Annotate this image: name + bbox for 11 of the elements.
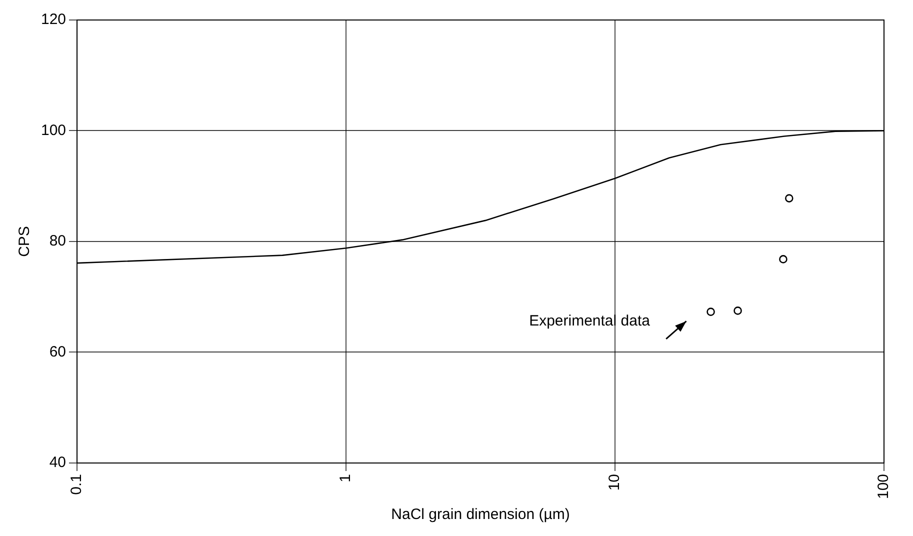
x-tick-label: 10 (606, 474, 624, 491)
y-tick-label: 40 (49, 454, 66, 472)
y-tick-label: 80 (49, 232, 66, 250)
x-axis-title: NaCl grain dimension (µm) (391, 506, 570, 524)
x-tick-label: 100 (875, 474, 892, 500)
y-tick-label: 120 (40, 11, 66, 28)
y-tick-label: 60 (49, 343, 66, 360)
x-tick-label: 1 (337, 474, 354, 482)
x-tick-label: 0.1 (68, 474, 86, 495)
y-tick-label: 100 (40, 122, 66, 139)
y-axis-title: CPS (16, 226, 34, 257)
